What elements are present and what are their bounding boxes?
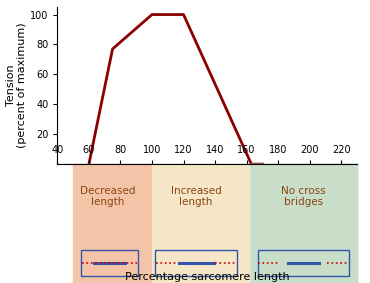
Bar (81, 250, 138, 276)
Bar (152, 164, 251, 283)
Bar (258, 250, 349, 276)
Text: Decreased
length: Decreased length (80, 186, 135, 207)
Y-axis label: Tension
(percent of maximum): Tension (percent of maximum) (6, 23, 27, 148)
Bar (251, 164, 357, 283)
Text: No cross
bridges: No cross bridges (281, 186, 326, 207)
Text: Percentage sarcomere length: Percentage sarcomere length (125, 272, 289, 282)
Text: Increased
length: Increased length (171, 186, 222, 207)
Bar (155, 250, 237, 276)
Bar (73, 164, 152, 283)
Bar (251, 164, 357, 283)
